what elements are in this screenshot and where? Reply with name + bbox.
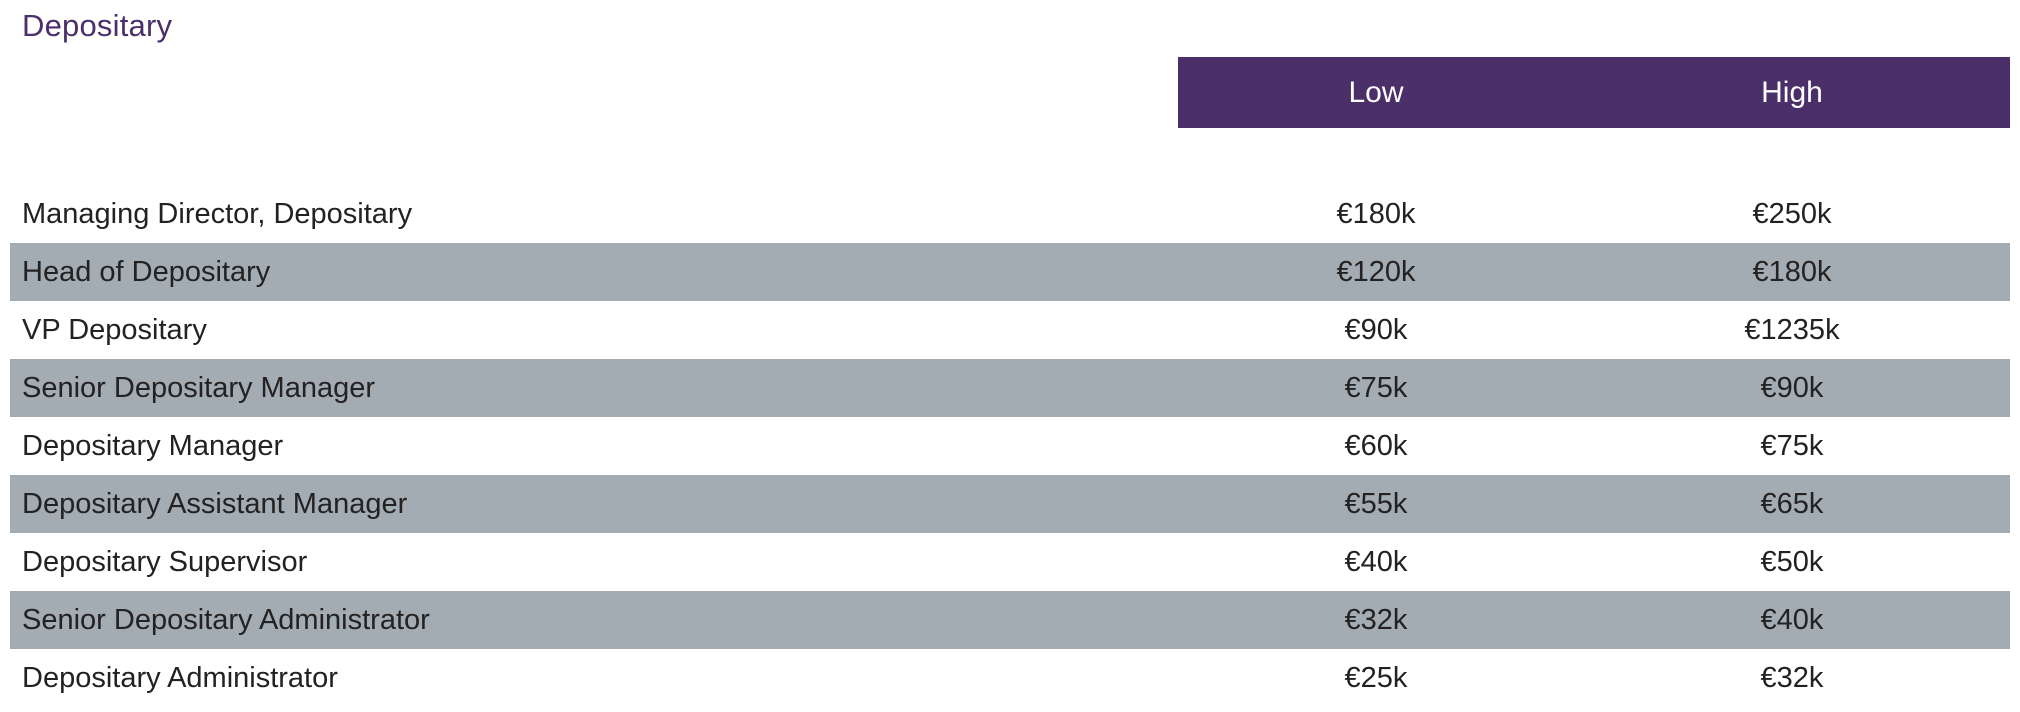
- high-salary: €65k: [1760, 488, 1824, 520]
- job-title: Depositary Supervisor: [22, 546, 308, 578]
- low-salary: €120k: [1336, 256, 1416, 288]
- high-salary: €1235k: [1744, 314, 1840, 346]
- low-salary: €90k: [1344, 314, 1408, 346]
- table-row: Depositary Supervisor €40k €50k: [10, 533, 2010, 591]
- table-row: VP Depositary €90k €1235k: [10, 301, 2010, 359]
- low-salary: €32k: [1344, 604, 1408, 636]
- job-title: Head of Depositary: [22, 256, 271, 288]
- high-salary: €75k: [1760, 430, 1824, 462]
- salary-table: Managing Director, Depositary €180k €250…: [10, 185, 2010, 707]
- low-salary: €60k: [1344, 430, 1408, 462]
- low-salary: €55k: [1344, 488, 1408, 520]
- table-row: Depositary Administrator €25k €32k: [10, 649, 2010, 707]
- high-salary: €180k: [1752, 256, 1832, 288]
- table-header: Low High: [1178, 57, 2010, 128]
- low-salary: €25k: [1344, 662, 1408, 694]
- table-row: Managing Director, Depositary €180k €250…: [10, 185, 2010, 243]
- job-title: VP Depositary: [22, 314, 207, 346]
- low-salary: €180k: [1336, 198, 1416, 230]
- table-row: Head of Depositary €120k €180k: [10, 243, 2010, 301]
- table-row: Depositary Assistant Manager €55k €65k: [10, 475, 2010, 533]
- low-salary: €75k: [1344, 372, 1408, 404]
- section-title: Depositary: [22, 8, 173, 43]
- table-row: Senior Depositary Manager €75k €90k: [10, 359, 2010, 417]
- high-salary: €250k: [1752, 198, 1832, 230]
- high-salary: €50k: [1760, 546, 1824, 578]
- job-title: Depositary Assistant Manager: [22, 488, 408, 520]
- job-title: Depositary Administrator: [22, 662, 338, 694]
- high-salary: €40k: [1760, 604, 1824, 636]
- high-salary: €90k: [1760, 372, 1824, 404]
- table-row: Depositary Manager €60k €75k: [10, 417, 2010, 475]
- high-salary: €32k: [1760, 662, 1824, 694]
- column-header-low: Low: [1348, 76, 1404, 109]
- job-title: Depositary Manager: [22, 430, 284, 462]
- table-row: Senior Depositary Administrator €32k €40…: [10, 591, 2010, 649]
- job-title: Senior Depositary Administrator: [22, 604, 430, 636]
- column-header-high: High: [1761, 76, 1823, 109]
- job-title: Senior Depositary Manager: [22, 372, 376, 404]
- job-title: Managing Director, Depositary: [22, 198, 413, 230]
- low-salary: €40k: [1344, 546, 1408, 578]
